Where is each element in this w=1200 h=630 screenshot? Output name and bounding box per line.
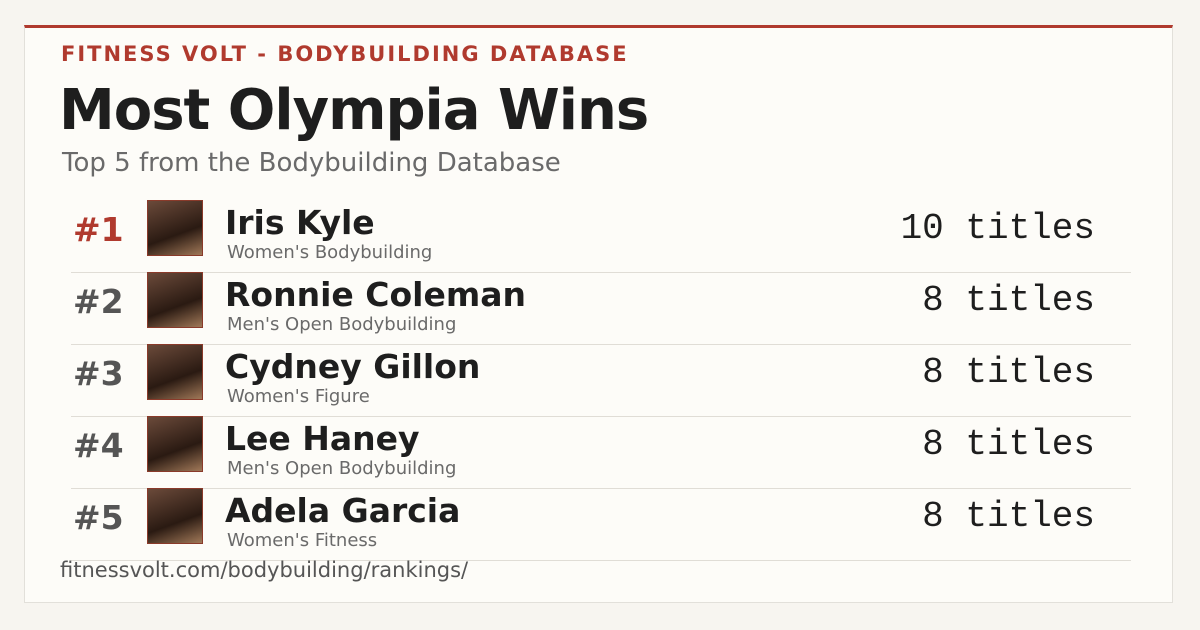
titles-count: 8 titles: [922, 424, 1095, 465]
athlete-photo: [147, 488, 203, 544]
titles-count: 8 titles: [922, 280, 1095, 321]
athlete-name: Iris Kyle: [225, 203, 375, 242]
division: Men's Open Bodybuilding: [227, 314, 457, 335]
titles-count: 8 titles: [922, 496, 1095, 537]
division: Men's Open Bodybuilding: [227, 458, 457, 479]
card: FITNESS VOLT - BODYBUILDING DATABASE Mos…: [24, 25, 1173, 603]
ranking-row: #5 Adela Garcia Women's Fitness 8 titles: [71, 488, 1131, 561]
rank: #2: [73, 282, 124, 321]
footer-url: fitnessvolt.com/bodybuilding/rankings/: [60, 558, 469, 582]
athlete-name: Ronnie Coleman: [225, 275, 526, 314]
division: Women's Bodybuilding: [227, 242, 433, 263]
eyebrow: FITNESS VOLT - BODYBUILDING DATABASE: [61, 42, 629, 66]
rank: #4: [73, 426, 124, 465]
athlete-photo: [147, 416, 203, 472]
ranking-row: #4 Lee Haney Men's Open Bodybuilding 8 titl…: [71, 416, 1131, 489]
subtitle: Top 5 from the Bodybuilding Database: [62, 148, 561, 178]
ranking-row: #3 Cydney Gillon Women's Figure 8 titles: [71, 344, 1131, 417]
titles-count: 8 titles: [922, 352, 1095, 393]
rank: #3: [73, 354, 124, 393]
athlete-name: Adela Garcia: [225, 491, 461, 530]
athlete-photo: [147, 344, 203, 400]
ranking-row: #2 Ronnie Coleman Men's Open Bodybuilding 8…: [71, 272, 1131, 345]
division: Women's Figure: [227, 386, 370, 407]
athlete-name: Cydney Gillon: [225, 347, 481, 386]
titles-count: 10 titles: [900, 208, 1095, 249]
rank: #5: [73, 498, 124, 537]
division: Women's Fitness: [227, 530, 378, 551]
rank: #1: [73, 210, 124, 249]
athlete-photo: [147, 272, 203, 328]
athlete-photo: [147, 200, 203, 256]
athlete-name: Lee Haney: [225, 419, 420, 458]
title: Most Olympia Wins: [59, 78, 649, 143]
ranking-row: #1 Iris Kyle Women's Bodybuilding 10 titles: [71, 200, 1131, 273]
